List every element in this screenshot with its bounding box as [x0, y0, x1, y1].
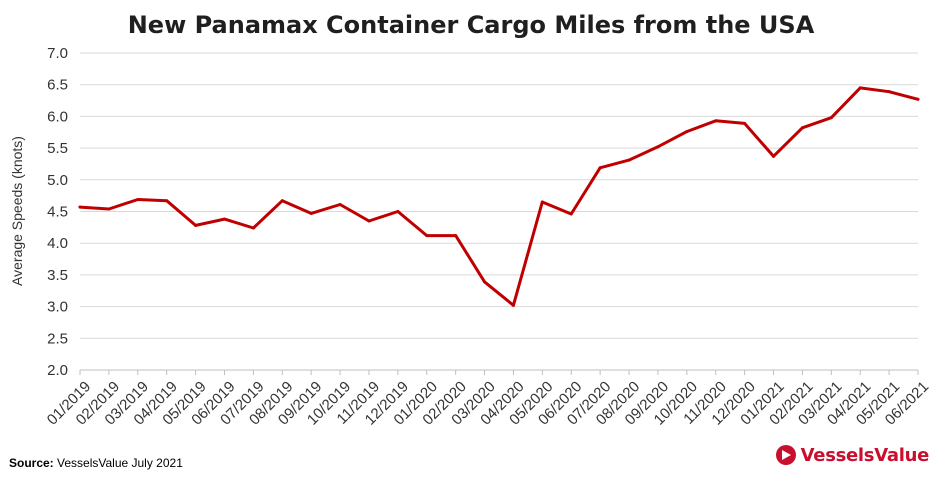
data-point: [598, 166, 602, 170]
data-point: [714, 119, 718, 123]
gridlines: [79, 52, 919, 375]
y-tick-label: 3.5: [47, 267, 68, 284]
y-tick-label: 5.5: [47, 140, 68, 157]
data-point: [454, 234, 458, 238]
source-text: VesselsValue July 2021: [53, 456, 183, 470]
y-tick-label: 4.5: [47, 204, 68, 221]
y-tick-label: 6.0: [47, 108, 68, 125]
data-point: [511, 303, 515, 307]
data-point: [743, 121, 747, 125]
data-point: [685, 130, 689, 134]
series-line-0: [78, 86, 920, 307]
source-label: Source:: [9, 456, 54, 470]
y-tick-labels: 2.0 2.5 3.0 3.5 4.0 4.5 5.0 5.5 6.0 6.5 7.0: [47, 45, 68, 379]
data-point: [656, 145, 660, 149]
data-point: [425, 234, 429, 238]
source-note: Source: VesselsValue July 2021: [9, 456, 183, 470]
data-point: [569, 212, 573, 216]
data-point: [367, 219, 371, 223]
y-tick-label: 7.0: [47, 45, 68, 62]
y-tick-label: 2.0: [47, 362, 68, 379]
data-point: [540, 200, 544, 204]
data-point: [483, 280, 487, 284]
data-point: [309, 211, 313, 215]
y-tick-label: 6.5: [47, 77, 68, 94]
data-point: [338, 203, 342, 207]
y-tick-label: 4.0: [47, 235, 68, 252]
data-point: [772, 154, 776, 158]
data-point: [887, 90, 891, 94]
data-point: [800, 126, 804, 130]
data-point: [222, 217, 226, 221]
x-tick-labels: 01/201902/201903/201904/201905/201906/20…: [44, 378, 932, 428]
data-point: [858, 86, 862, 90]
y-axis-label: Average Speeds (knots): [9, 136, 25, 286]
triangle-logo-icon: [775, 445, 796, 465]
data-point: [194, 223, 198, 227]
data-point: [136, 197, 140, 201]
brand-name: VesselsValue: [800, 444, 930, 466]
data-point: [107, 207, 111, 211]
data-point: [916, 97, 920, 101]
chart-title: New Panamax Container Cargo Miles from t…: [128, 11, 815, 39]
data-point: [165, 199, 169, 203]
series-lines: [78, 86, 920, 307]
data-point: [627, 158, 631, 162]
data-point: [280, 199, 284, 203]
brand-logo: VesselsValue: [775, 444, 929, 466]
data-point: [78, 205, 82, 209]
data-point: [251, 226, 255, 230]
data-point: [396, 210, 400, 213]
y-tick-label: 2.5: [47, 330, 68, 347]
y-tick-label: 5.0: [47, 172, 68, 189]
data-point: [829, 116, 833, 120]
y-tick-label: 3.0: [47, 299, 68, 316]
